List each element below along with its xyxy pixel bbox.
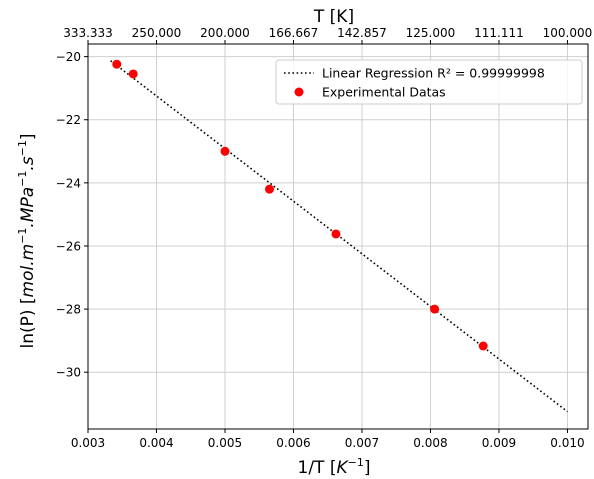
y-axis-ticks: −20 −22 −24 −26 −28 −30 <box>56 50 88 380</box>
plot-frame <box>87 43 589 430</box>
y-tick-label: −30 <box>56 366 81 380</box>
top-tick-label: 142.857 <box>337 26 387 40</box>
top-tick-label: 166.667 <box>269 26 319 40</box>
legend-box <box>275 59 583 105</box>
experimental-data-point <box>128 69 138 79</box>
legend-label-experimental: Experimental Datas <box>322 85 446 100</box>
top-axis-title: T [K] <box>313 7 354 27</box>
experimental-data-point <box>112 59 122 69</box>
experimental-data-point <box>430 304 440 314</box>
x-tick-label: 0.005 <box>208 436 242 450</box>
top-tick-label: 100.000 <box>543 26 593 40</box>
y-tick-label: −28 <box>56 303 81 317</box>
experimental-data-point <box>478 341 488 351</box>
top-tick-label: 200.000 <box>200 26 250 40</box>
x-tick-label: 0.003 <box>71 436 105 450</box>
y-tick-label: −26 <box>56 239 81 253</box>
x-tick-label: 0.004 <box>139 436 173 450</box>
top-tick-label: 111.111 <box>474 26 524 40</box>
grid-lines <box>87 44 588 429</box>
experimental-data-point <box>220 146 230 156</box>
x-axis-ticks: 0.003 0.004 0.005 0.006 0.007 0.008 0.009 0.010 <box>71 429 585 450</box>
y-tick-label: −20 <box>56 50 81 64</box>
plot-series <box>110 59 568 413</box>
experimental-data-point <box>265 184 275 194</box>
x-tick-label: 0.006 <box>276 436 310 450</box>
y-tick-label: −22 <box>56 113 81 127</box>
y-axis-title: ln(P) [mol.m−1.MPa−1.s−1] <box>16 133 38 348</box>
top-tick-label: 125.000 <box>406 26 456 40</box>
legend-label-regression: Linear Regression R² = 0.99999998 <box>322 66 545 81</box>
top-tick-label: 250.000 <box>132 26 182 40</box>
x-tick-label: 0.010 <box>550 436 584 450</box>
x-tick-label: 0.008 <box>413 436 447 450</box>
x-tick-label: 0.007 <box>345 436 379 450</box>
top-axis-ticks: 333.333 250.000 200.000 166.667 142.857 125.0… <box>63 26 592 44</box>
x-tick-label: 0.009 <box>482 436 516 450</box>
legend-marker-swatch <box>294 87 304 97</box>
top-tick-label: 333.333 <box>63 26 113 40</box>
experimental-data-point <box>331 229 341 239</box>
regression-line <box>110 60 568 413</box>
x-axis-title: 1/T [K−1] <box>298 456 371 478</box>
legend: Linear Regression R² = 0.99999998 Experi… <box>275 59 583 105</box>
y-tick-label: −24 <box>56 176 81 190</box>
